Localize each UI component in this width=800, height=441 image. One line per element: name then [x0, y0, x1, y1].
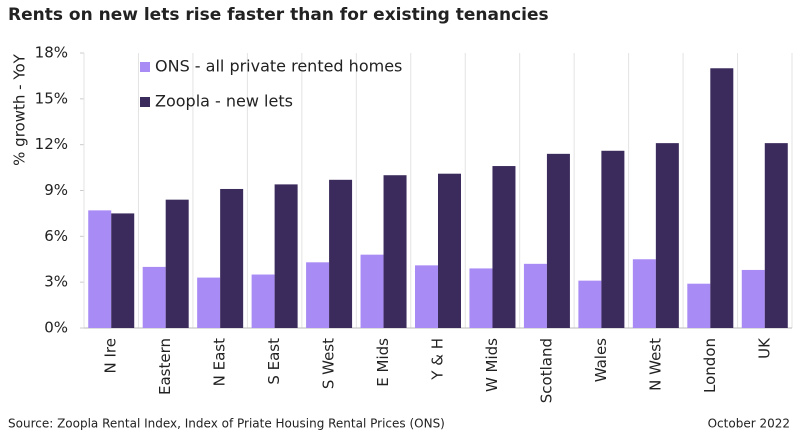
x-tick-label: Y & H: [429, 338, 447, 381]
x-tick-label: W Mids: [483, 338, 501, 392]
bar: [306, 262, 330, 328]
x-tick-label: Scotland: [537, 338, 555, 403]
date-note: October 2022: [708, 417, 790, 431]
bar: [197, 277, 221, 328]
x-tick-label: London: [701, 338, 719, 393]
bar: [383, 175, 407, 328]
x-tick-label: Wales: [592, 338, 610, 382]
x-tick-label: E Mids: [374, 338, 392, 387]
bar: [88, 210, 112, 328]
bar: [220, 188, 244, 328]
x-tick-label: S West: [320, 338, 338, 389]
bar: [632, 259, 656, 328]
x-tick-label: Eastern: [156, 338, 174, 395]
y-tick-label: 3%: [44, 273, 68, 291]
bar: [329, 179, 353, 328]
bar: [710, 68, 734, 329]
legend-swatch: [140, 62, 150, 72]
bar: [601, 150, 625, 328]
y-tick-label: 18%: [35, 44, 68, 62]
x-tick-label: S East: [265, 338, 283, 385]
bar: [687, 283, 711, 328]
bar: [578, 280, 602, 328]
y-tick-label: 9%: [44, 181, 68, 199]
bar: [523, 263, 547, 328]
legend-label: Zoopla - new lets: [155, 92, 293, 111]
bar: [438, 173, 461, 328]
bar: [492, 166, 516, 328]
x-tick-label: N East: [211, 338, 229, 386]
y-tick-label: 15%: [35, 89, 68, 107]
bar: [274, 184, 298, 328]
bar: [111, 213, 135, 328]
bar: [142, 266, 166, 328]
legend-swatch: [140, 97, 150, 107]
y-tick-label: 0%: [44, 319, 68, 337]
y-tick-label: 6%: [44, 227, 68, 245]
x-tick-label: N Ire: [102, 338, 120, 373]
y-tick-label: 12%: [35, 135, 68, 153]
source-note: Source: Zoopla Rental Index, Index of Pr…: [8, 417, 445, 431]
x-tick-label: UK: [755, 337, 773, 359]
bar: [655, 143, 679, 328]
bar: [546, 153, 570, 328]
bar: [741, 269, 765, 328]
bar: [251, 274, 275, 328]
y-axis-label: % growth - YoY: [11, 53, 29, 166]
bar: [360, 254, 384, 328]
bar: [469, 268, 493, 328]
legend-label: ONS - all private rented homes: [155, 57, 402, 76]
bar: [415, 265, 438, 328]
bar: [764, 143, 788, 328]
x-tick-label: N West: [646, 338, 664, 391]
chart-title: Rents on new lets rise faster than for e…: [8, 5, 549, 25]
bar: [165, 199, 189, 328]
